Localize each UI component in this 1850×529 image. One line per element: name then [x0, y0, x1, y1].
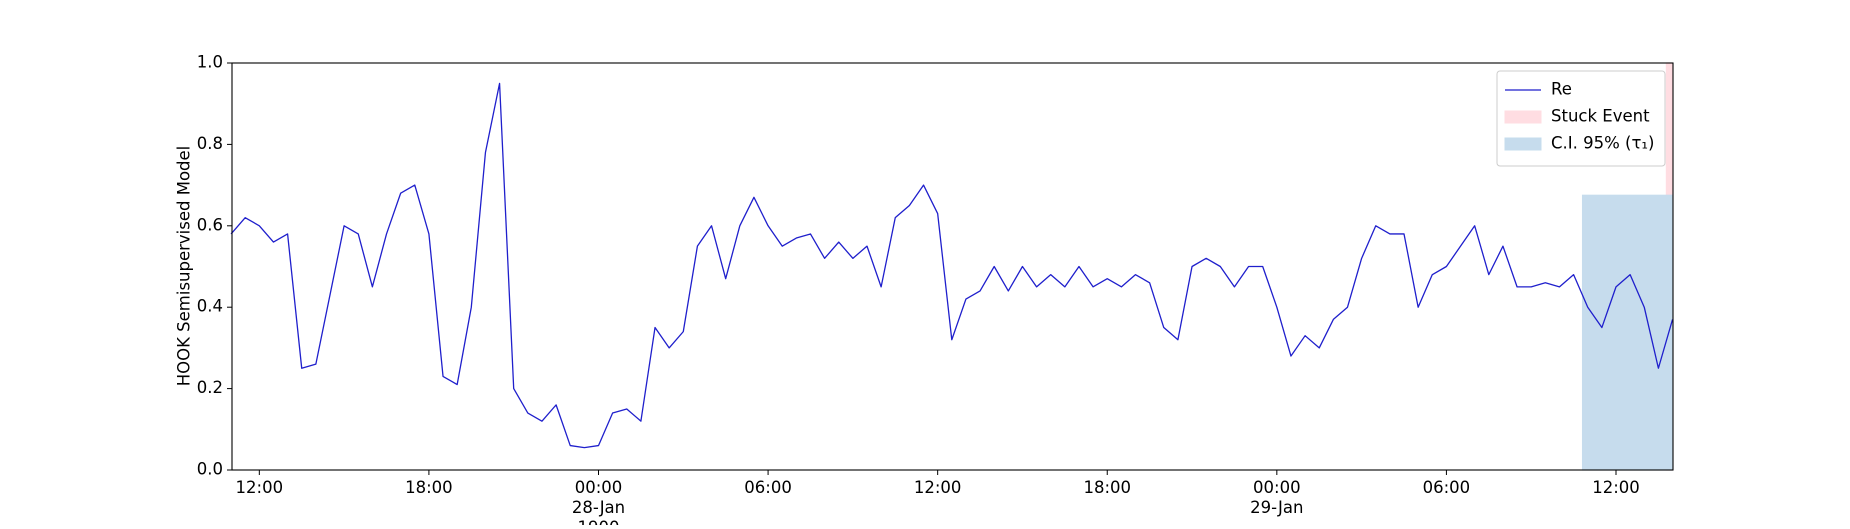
x-tick-label: 12:00 — [236, 478, 284, 497]
x-tick-label: 18:00 — [1083, 478, 1131, 497]
legend-patch — [1504, 110, 1542, 124]
y-tick-label: 0.0 — [197, 460, 223, 479]
legend-label: C.I. 95% (τ₁) — [1551, 134, 1654, 153]
legend: Re Stuck Event C.I. 95% (τ₁) — [1496, 70, 1666, 167]
shaded-span — [1581, 194, 1674, 471]
x-tick-label: 12:00 — [1592, 478, 1640, 497]
y-tick-label: 1.0 — [197, 53, 223, 72]
data-line — [230, 82, 1674, 449]
legend-patch — [1504, 137, 1542, 151]
x-tick-label: 12:00 — [914, 478, 962, 497]
y-tick-label: 0.2 — [197, 378, 223, 397]
legend-label: Re — [1551, 80, 1572, 99]
x-tick-label: 00:00 29-Jan — [1250, 478, 1303, 517]
plot-frame — [231, 62, 1674, 471]
x-tick-label: 06:00 — [744, 478, 792, 497]
legend-label: Stuck Event — [1551, 107, 1650, 126]
y-tick-label: 0.8 — [197, 134, 223, 153]
y-tick-label: 0.4 — [197, 297, 223, 316]
x-tick-label: 18:00 — [405, 478, 453, 497]
y-axis-label: HOOK Semisupervised Model — [175, 146, 194, 387]
x-tick-label: 06:00 — [1423, 478, 1471, 497]
y-tick-label: 0.6 — [197, 215, 223, 234]
